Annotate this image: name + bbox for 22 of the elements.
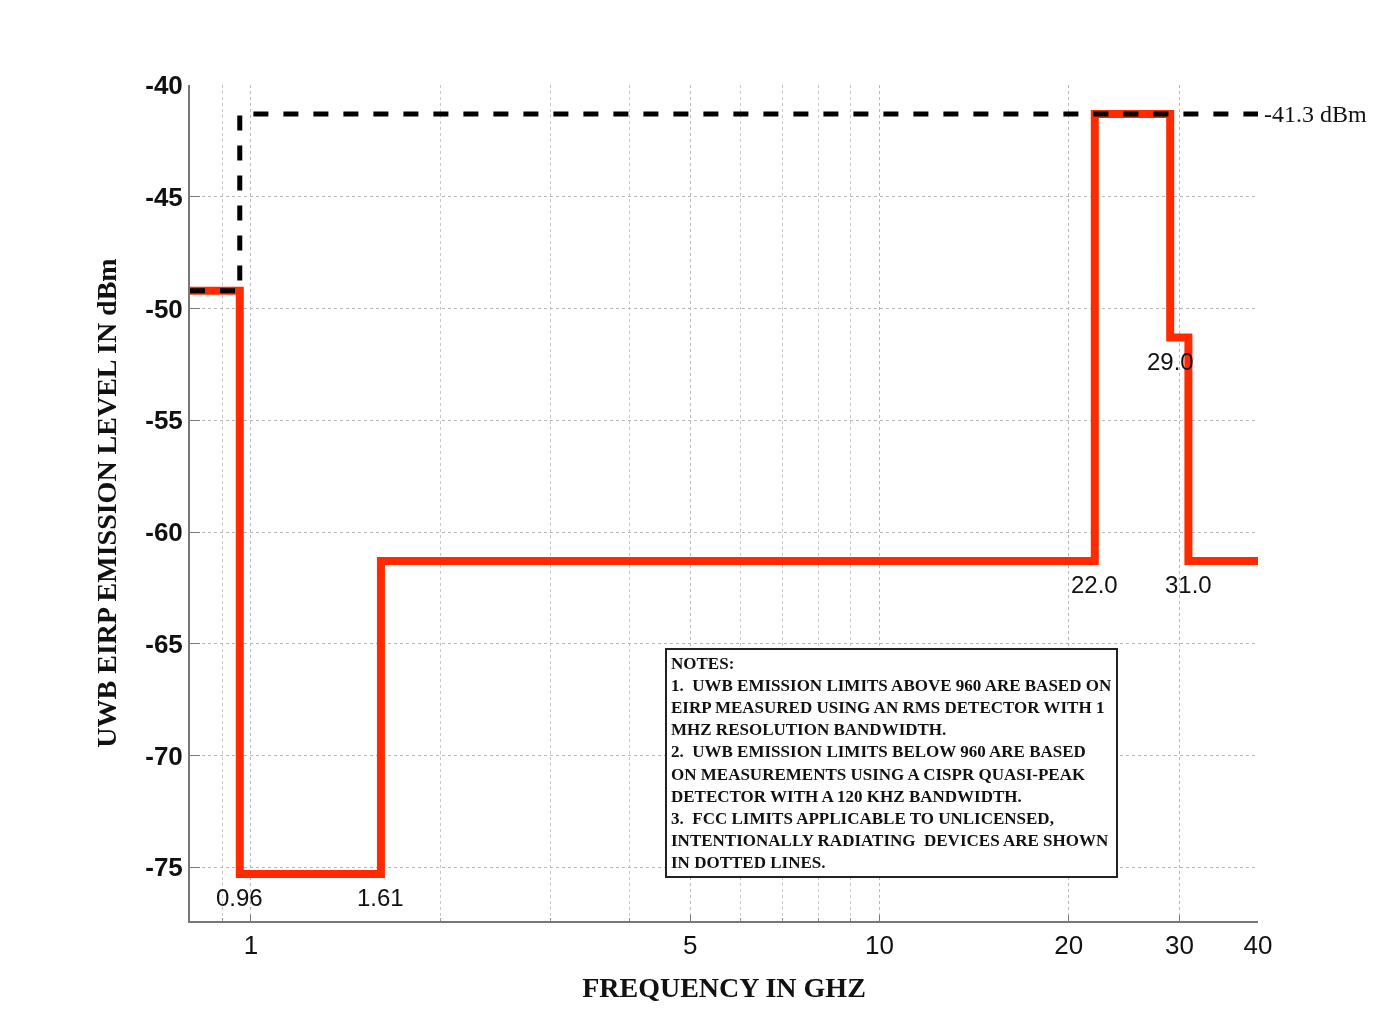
y-tick-label: -75 (145, 852, 183, 883)
y-axis-title: UWB EIRP EMISSION LEVEL IN dBm (91, 258, 123, 748)
y-tick-label: -40 (145, 70, 183, 101)
x-tick-label: 30 (1165, 930, 1194, 961)
annotation: 22.0 (1071, 571, 1118, 598)
x-axis-title: FREQUENCY IN GHZ (582, 971, 866, 1003)
y-tick-label: -45 (145, 181, 183, 212)
y-tick-label: -70 (145, 740, 183, 771)
annotation: 1.61 (357, 884, 404, 911)
y-tick-label: -55 (145, 405, 183, 436)
x-tick-label: 20 (1054, 930, 1084, 961)
y-tick-label: -60 (145, 517, 183, 548)
x-tick-label: 5 (683, 930, 698, 961)
annotation: 0.96 (216, 884, 263, 911)
x-tick-label: 10 (865, 930, 894, 961)
text: NOTES: 1. UWB EMISSION LIMITS ABOVE 960 ARE BASED ON EIRP MEASURED USING AN RMS DETECTOR WITH 1 MHZ RESOLUTION BANDWIDTH. 2. UWB EMISSION LIMITS BELOW 960 ARE BASED ON MEASUREMENTS USING A CISPR QUASI-PEAK DETECTOR WITH A 120 KHZ BANDWIDTH. 3. FCC LIMITS APPLICABLE TO UNLICENSED, INTENTIONALLY RADIATING DEVICES ARE SHOWN IN DOTTED LINES. (671, 654, 1112, 872)
annotation: 31.0 (1165, 571, 1212, 598)
x-tick-label: 40 (1243, 930, 1273, 961)
y-tick-label: -65 (145, 628, 183, 659)
y-tick-label: -50 (145, 293, 183, 324)
annotation: -41.3 dBm (1264, 101, 1367, 127)
x-tick-label: 1 (243, 930, 259, 961)
